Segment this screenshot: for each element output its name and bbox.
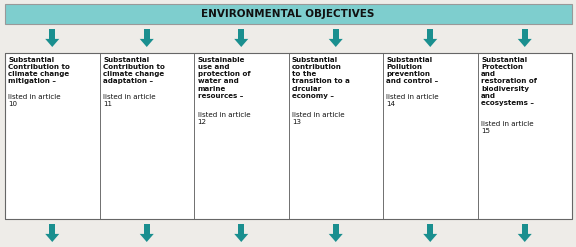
Text: listed in article
10: listed in article 10 xyxy=(9,94,61,107)
Text: Substantial
Pollution
prevention
and control –: Substantial Pollution prevention and con… xyxy=(386,57,439,84)
Polygon shape xyxy=(50,224,55,234)
Text: listed in article
11: listed in article 11 xyxy=(103,94,156,107)
Polygon shape xyxy=(234,39,248,47)
Polygon shape xyxy=(234,234,248,242)
Polygon shape xyxy=(423,39,437,47)
Polygon shape xyxy=(333,224,339,234)
Polygon shape xyxy=(238,29,244,39)
Polygon shape xyxy=(46,234,59,242)
Text: listed in article
14: listed in article 14 xyxy=(386,94,439,107)
FancyBboxPatch shape xyxy=(5,53,572,219)
Polygon shape xyxy=(144,224,150,234)
Polygon shape xyxy=(140,39,154,47)
Polygon shape xyxy=(427,29,433,39)
Polygon shape xyxy=(423,234,437,242)
Text: Substantial
Contribution to
climate change
adaptation –: Substantial Contribution to climate chan… xyxy=(103,57,165,84)
FancyBboxPatch shape xyxy=(5,4,572,24)
Polygon shape xyxy=(50,29,55,39)
Polygon shape xyxy=(329,234,343,242)
Polygon shape xyxy=(46,39,59,47)
Polygon shape xyxy=(329,39,343,47)
Polygon shape xyxy=(518,39,532,47)
Text: Sustainable
use and
protection of
water and
marine
resources –: Sustainable use and protection of water … xyxy=(198,57,250,99)
Polygon shape xyxy=(522,29,528,39)
Text: listed in article
13: listed in article 13 xyxy=(292,112,344,125)
Polygon shape xyxy=(427,224,433,234)
Text: listed in article
15: listed in article 15 xyxy=(481,121,533,134)
Text: Substantial
contribution
to the
transition to a
circular
economy –: Substantial contribution to the transiti… xyxy=(292,57,350,99)
Text: listed in article
12: listed in article 12 xyxy=(198,112,250,125)
Polygon shape xyxy=(144,29,150,39)
Polygon shape xyxy=(140,234,154,242)
Polygon shape xyxy=(518,234,532,242)
Text: Substantial
Protection
and
restoration of
biodiversity
and
ecosystems –: Substantial Protection and restoration o… xyxy=(481,57,537,106)
Polygon shape xyxy=(522,224,528,234)
Text: ENVIRONMENTAL OBJECTIVES: ENVIRONMENTAL OBJECTIVES xyxy=(202,9,374,19)
Text: Substantial
Contribution to
climate change
mitigation –: Substantial Contribution to climate chan… xyxy=(9,57,70,84)
Polygon shape xyxy=(333,29,339,39)
Polygon shape xyxy=(238,224,244,234)
